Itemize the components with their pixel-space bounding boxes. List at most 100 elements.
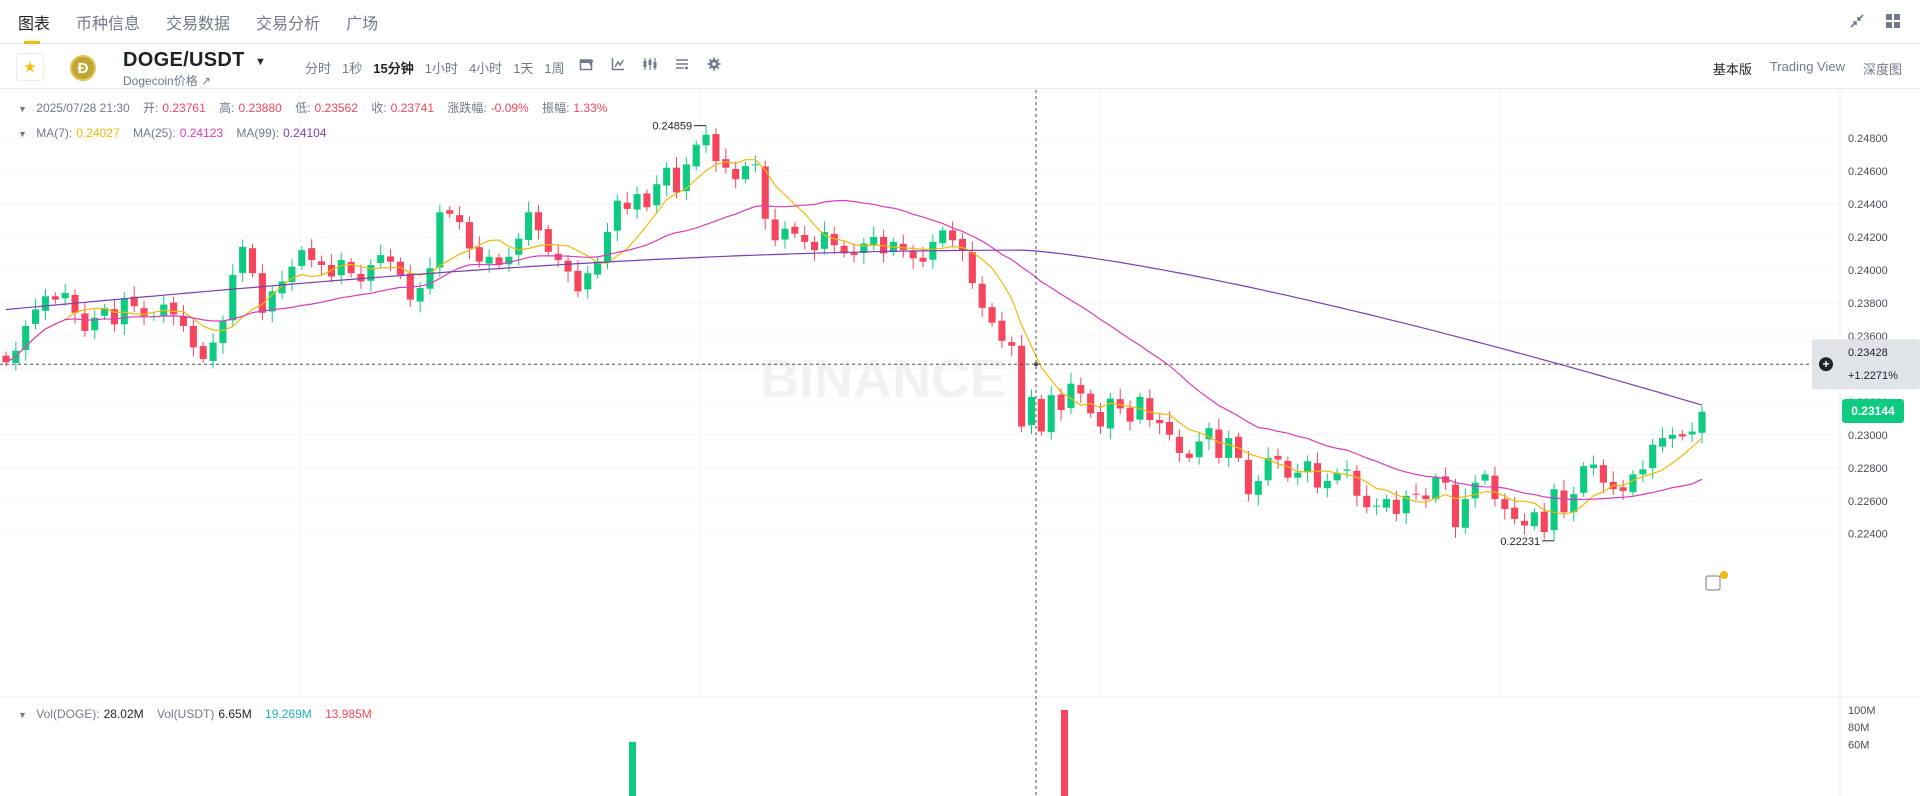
candle-down xyxy=(850,252,858,256)
candle-down xyxy=(801,234,809,242)
candle-up xyxy=(870,236,878,245)
interval-15m[interactable]: 15分钟 xyxy=(373,61,414,76)
candle-down xyxy=(446,210,454,214)
candle-up xyxy=(32,309,40,325)
candlestick-chart[interactable]: BINANCE 0.24859 0.22231 0.24800 0.24600 0.244… xyxy=(0,90,1920,796)
chart-area[interactable]: BINANCE 0.24859 0.22231 0.24800 0.24600 0.244… xyxy=(0,90,1920,796)
view-depth[interactable]: 深度图 xyxy=(1862,62,1902,77)
candle-up xyxy=(426,268,434,289)
candle-up xyxy=(22,325,30,351)
candle-down xyxy=(732,169,740,180)
candle-up xyxy=(1294,472,1302,478)
candle-down xyxy=(1678,434,1686,437)
nav-right-icons xyxy=(1848,12,1902,30)
candle-down xyxy=(1392,499,1400,514)
interval-timeline[interactable]: 分时 xyxy=(305,61,332,76)
candle-up xyxy=(633,194,641,210)
view-switcher: 基本版 Trading View 深度图 xyxy=(1713,59,1902,78)
candle-down xyxy=(643,193,651,208)
candle-up xyxy=(377,255,385,264)
gear-icon[interactable] xyxy=(706,57,722,75)
candle-down xyxy=(1156,419,1164,424)
candle-down xyxy=(712,134,720,162)
candle-up xyxy=(1254,480,1262,495)
candle-up xyxy=(239,246,247,273)
candle-down xyxy=(347,262,355,274)
chart-settings-list-icon[interactable] xyxy=(674,57,690,75)
interval-more-dropdown-icon[interactable]: ▼ xyxy=(585,58,596,69)
chart-toolbar xyxy=(578,57,722,75)
price-axis-label: 0.22400 xyxy=(1848,529,1888,541)
candle-down xyxy=(456,215,464,223)
candle-type-icon[interactable] xyxy=(642,57,658,75)
price-axis-label: 0.23000 xyxy=(1848,430,1888,442)
close-label: 收: xyxy=(371,101,387,115)
volume-bar xyxy=(629,741,636,796)
candle-up xyxy=(1047,395,1055,433)
interval-4h[interactable]: 4小时 xyxy=(468,61,503,76)
candle-up xyxy=(692,144,700,167)
tab-coin-info[interactable]: 币种信息 xyxy=(76,15,141,33)
candle-down xyxy=(71,294,79,313)
candle-down xyxy=(51,296,59,300)
candle-down xyxy=(761,166,769,219)
chevron-down-icon[interactable]: ▼ xyxy=(18,104,27,114)
tab-square[interactable]: 广场 xyxy=(346,15,379,33)
candle-down xyxy=(248,248,257,274)
indicator-icon[interactable] xyxy=(610,57,626,75)
symbol-bar: ★ Ð DOGE/USDT ▼ Dogecoin价格 ↗ 分时 1秒 15分钟 … xyxy=(0,45,1920,89)
interval-1h[interactable]: 1小时 xyxy=(424,61,458,76)
candle-down xyxy=(722,159,730,168)
candle-up xyxy=(268,291,276,312)
candle-up xyxy=(1639,469,1647,475)
tab-chart[interactable]: 图表 xyxy=(0,0,63,44)
candle-down xyxy=(811,241,819,251)
pair-title[interactable]: DOGE/USDT xyxy=(123,49,245,71)
ma99-value: 0.24104 xyxy=(283,126,327,140)
candle-down xyxy=(81,313,89,331)
chevron-down-icon[interactable]: ▼ xyxy=(255,56,266,68)
layout-grid-icon[interactable] xyxy=(1884,12,1902,30)
candle-down xyxy=(840,245,848,254)
candle-up xyxy=(939,230,947,244)
chevron-down-icon[interactable]: ▼ xyxy=(18,710,27,720)
candle-up xyxy=(1698,411,1706,433)
candle-down xyxy=(387,256,395,262)
candle-down xyxy=(1096,412,1105,427)
price-axis-label: 0.24800 xyxy=(1848,133,1888,145)
volume-axis-label: 60M xyxy=(1848,739,1869,751)
candle-down xyxy=(2,355,10,363)
collapse-icon[interactable] xyxy=(1848,12,1866,30)
candle-down xyxy=(978,283,986,308)
candle-down xyxy=(899,243,907,251)
candle-down xyxy=(1363,495,1371,508)
candle-down xyxy=(534,212,543,231)
chevron-down-icon[interactable]: ▼ xyxy=(18,129,27,139)
amplitude-value: 1.33% xyxy=(573,101,608,115)
candle-up xyxy=(1432,477,1440,500)
interval-1w[interactable]: 1周 xyxy=(544,61,565,76)
tab-trading-analysis[interactable]: 交易分析 xyxy=(256,15,321,33)
candle-up xyxy=(1323,480,1331,489)
calendar-icon[interactable] xyxy=(578,57,594,75)
close-value: 0.23741 xyxy=(390,101,434,115)
view-basic[interactable]: 基本版 xyxy=(1712,62,1752,77)
candle-up xyxy=(1195,441,1203,458)
view-tradingview[interactable]: Trading View xyxy=(1769,59,1845,74)
candle-down xyxy=(170,302,178,315)
tab-trading-data[interactable]: 交易数据 xyxy=(166,15,231,33)
vol-usdt-label: Vol(USDT) xyxy=(157,707,215,721)
price-axis-label: 0.22800 xyxy=(1848,463,1888,475)
doge-logo: Ð xyxy=(70,55,96,81)
vol-ma2-value: 13.985M xyxy=(325,707,372,721)
interval-1d[interactable]: 1天 xyxy=(513,61,534,76)
candle-down xyxy=(308,248,316,261)
favorite-star-button[interactable]: ★ xyxy=(16,53,44,81)
pair-subtitle-link[interactable]: Dogecoin价格 ↗ xyxy=(123,74,212,88)
ma7-label: MA(7): xyxy=(36,126,73,140)
candle-down xyxy=(958,238,967,251)
candle-up xyxy=(101,307,109,316)
current-price-value: 0.23144 xyxy=(1851,404,1895,418)
interval-1s[interactable]: 1秒 xyxy=(342,61,363,76)
candle-down xyxy=(1018,345,1026,427)
